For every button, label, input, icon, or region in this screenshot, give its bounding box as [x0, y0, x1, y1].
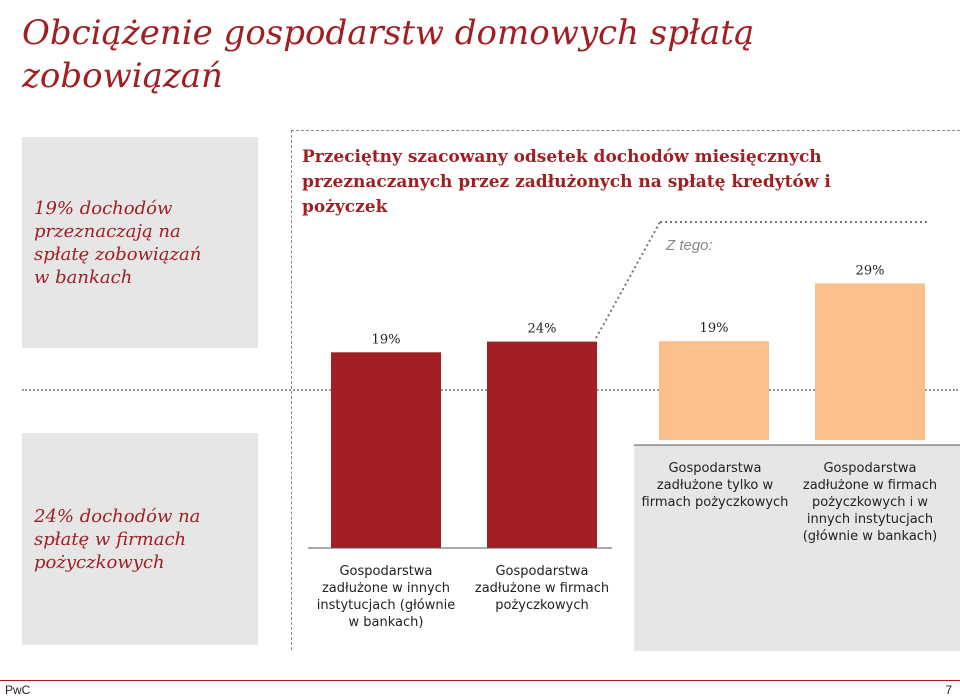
bar-value-label: 24%	[528, 322, 557, 337]
bar-3	[659, 341, 769, 440]
bar-4	[815, 283, 925, 440]
summary-line: pożyczkowych	[34, 551, 165, 573]
footer-brand: PwC	[5, 683, 31, 697]
bar-value-label: 19%	[700, 321, 729, 336]
bar-2	[487, 341, 597, 548]
category-label: Gospodarstwa zadłużone w firmach pożyczk…	[474, 564, 610, 613]
bar-1	[331, 352, 441, 548]
summary-line: 24% dochodów na	[34, 505, 201, 527]
page-title: Obciążenie gospodarstw domowych spłatą z…	[22, 13, 755, 96]
summary-line: spłatę zobowiązań	[34, 243, 202, 265]
footer-divider	[0, 680, 960, 681]
subset-label-panel	[634, 445, 960, 651]
chart-frame	[291, 130, 960, 650]
category-label: Gospodarstwa zadłużone tylko w firmach p…	[641, 461, 789, 510]
page-number: 7	[945, 683, 952, 697]
category-label: Gospodarstwa zadłużone w innych instytuc…	[316, 564, 456, 630]
bar-value-label: 29%	[856, 263, 885, 278]
summary-line: przeznaczają na	[34, 220, 181, 242]
chart-title: Przeciętny szacowany odsetek dochodów mi…	[302, 147, 831, 217]
summary-box-loan-firms: 24% dochodów na spłatę w firmach pożyczk…	[22, 433, 258, 645]
summary-line: w bankach	[34, 266, 133, 288]
summary-line: spłatę w firmach	[34, 528, 187, 550]
connector-line	[595, 221, 661, 339]
subset-label: Z tego:	[666, 237, 713, 254]
summary-box-banks: 19% dochodów przeznaczają na spłatę zobo…	[22, 137, 258, 348]
bar-value-label: 19%	[372, 332, 401, 347]
summary-line: 19% dochodów	[34, 197, 173, 219]
category-label: Gospodarstwa zadłużone w firmach pożyczk…	[802, 461, 938, 544]
